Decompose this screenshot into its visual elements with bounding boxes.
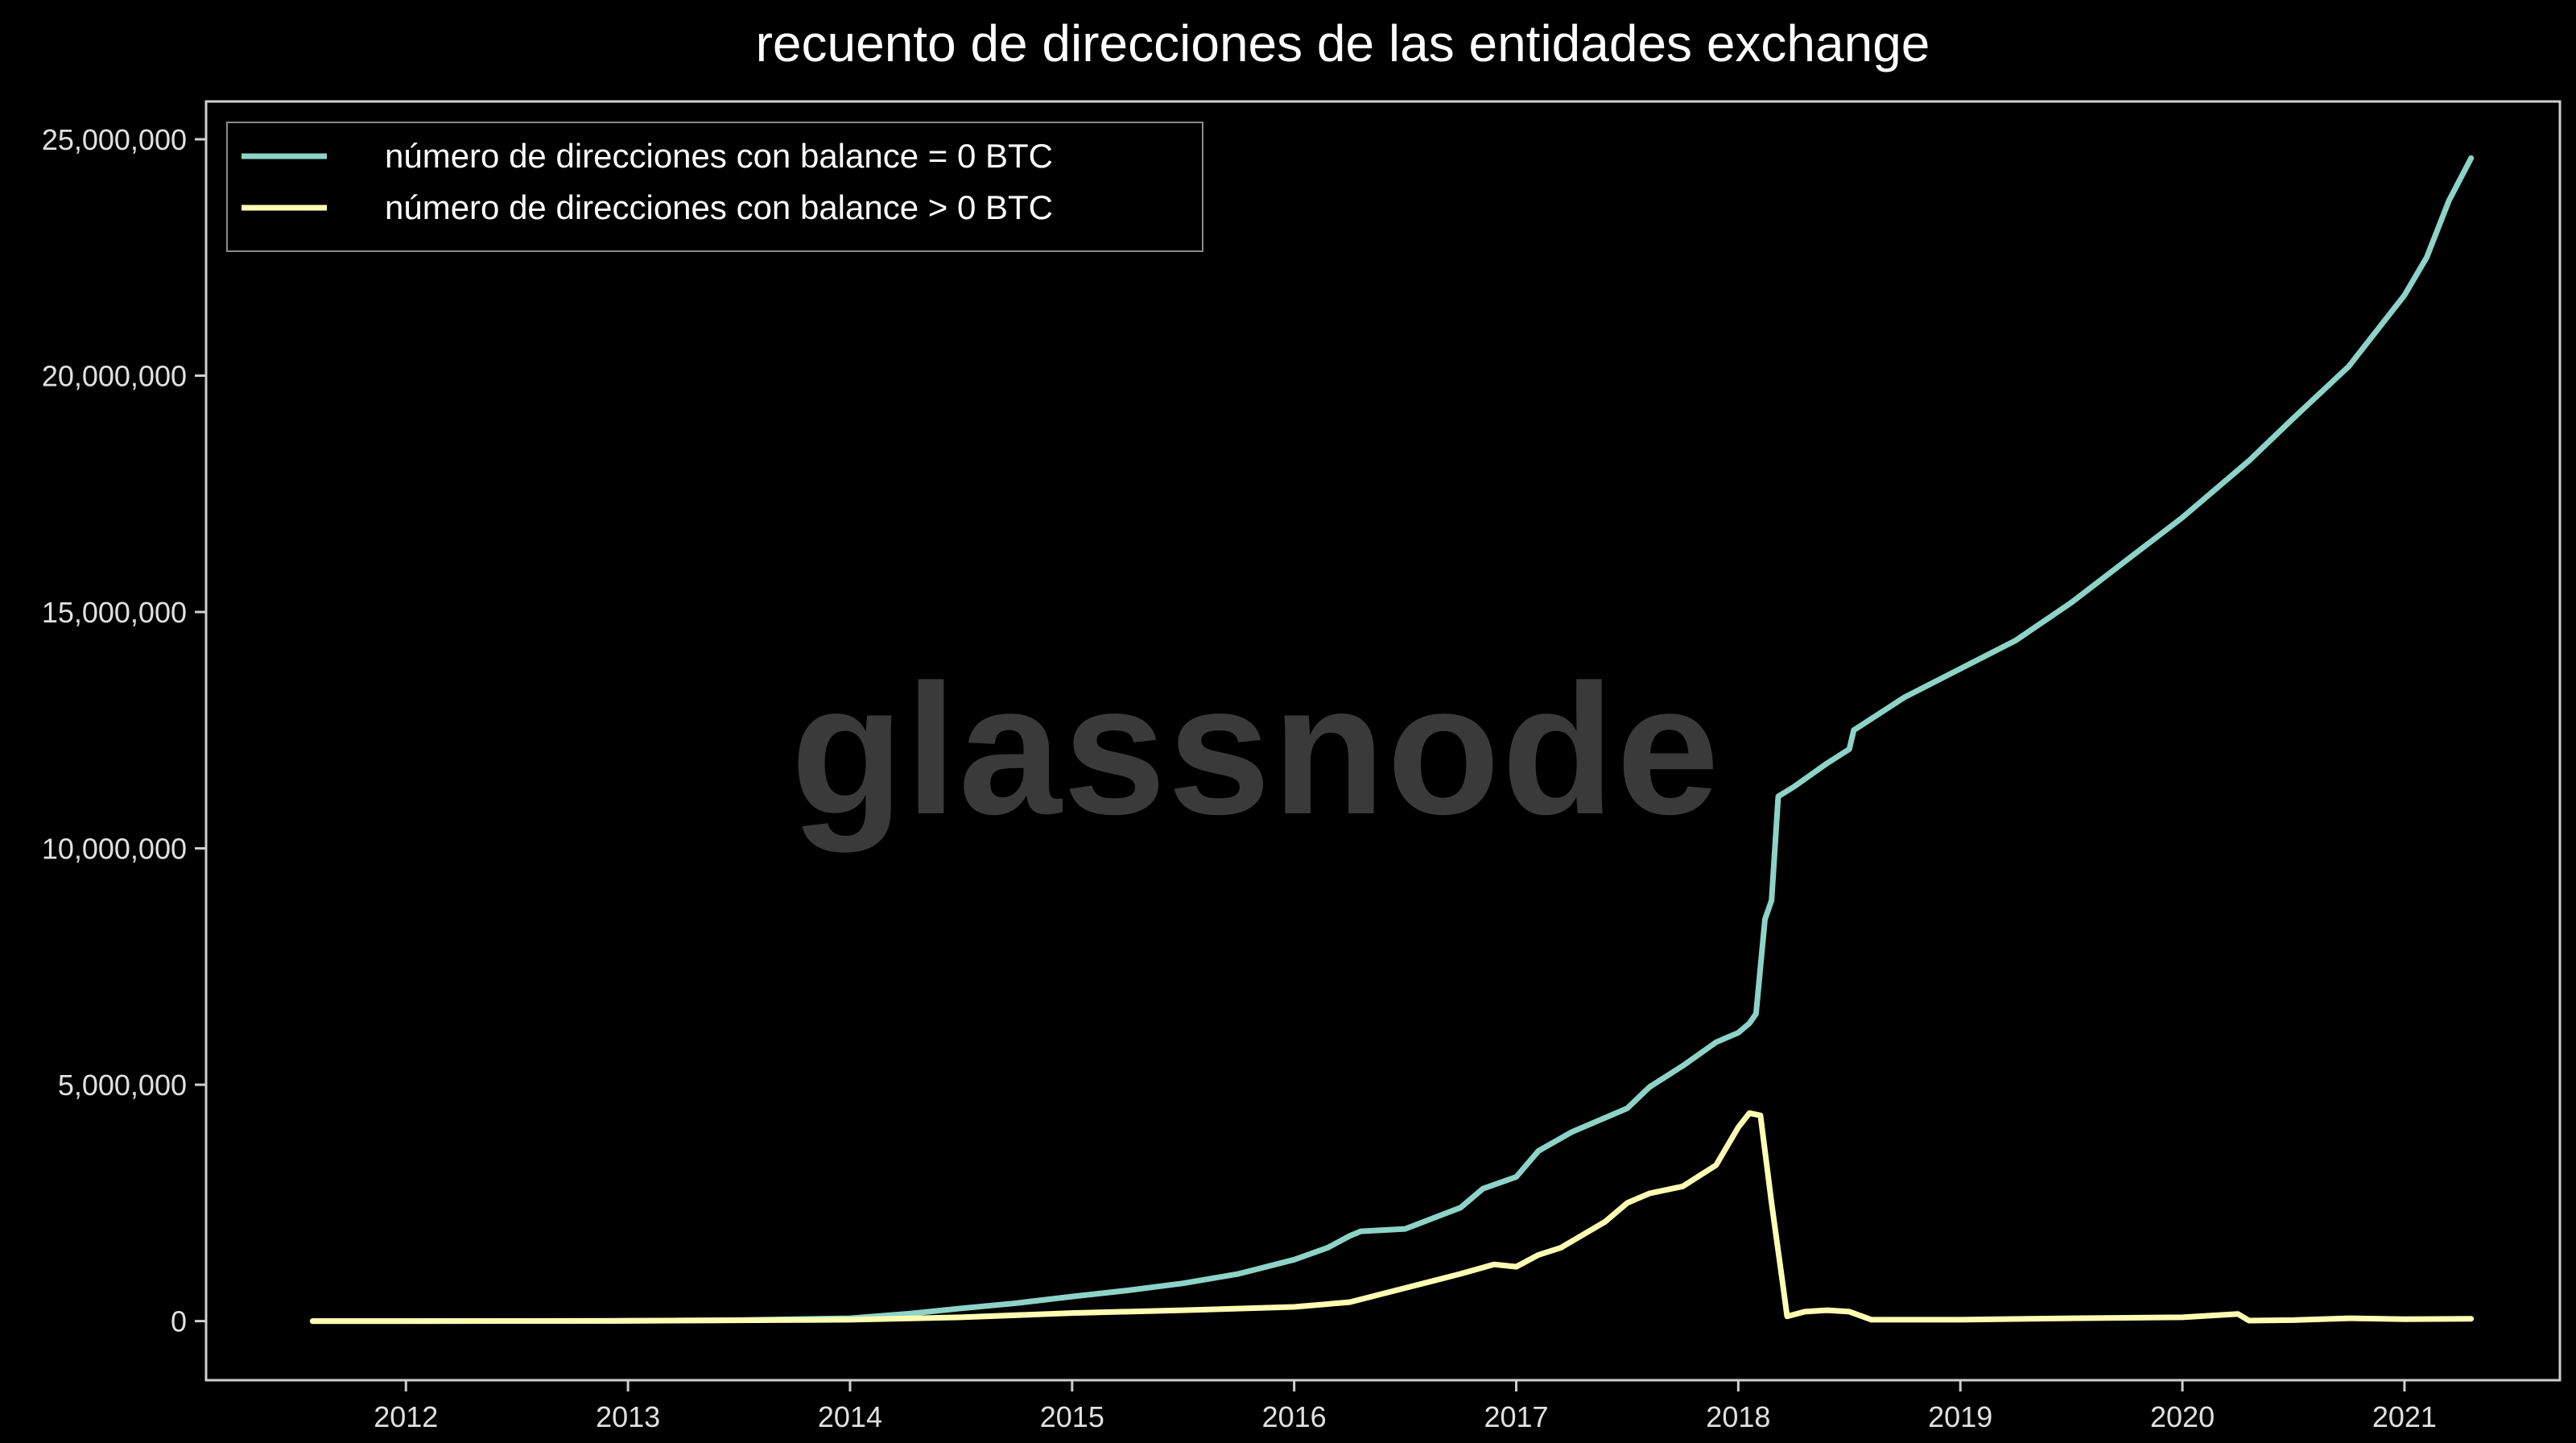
x-tick-label: 2016 bbox=[1262, 1400, 1327, 1433]
y-tick-label: 10,000,000 bbox=[42, 833, 187, 866]
x-tick-label: 2015 bbox=[1040, 1400, 1104, 1433]
plot-frame bbox=[204, 100, 2562, 1382]
y-tick-label: 0 bbox=[171, 1305, 187, 1338]
series-line-balance-zero bbox=[309, 155, 2475, 1325]
x-tick-label: 2021 bbox=[2372, 1400, 2437, 1433]
series-line-balance-positive bbox=[309, 1110, 2475, 1325]
legend-box bbox=[226, 122, 1203, 252]
x-tick-label: 2019 bbox=[1928, 1400, 1992, 1433]
y-tick-label: 25,000,000 bbox=[42, 123, 187, 156]
x-tick-label: 2020 bbox=[2150, 1400, 2215, 1433]
x-tick-label: 2012 bbox=[374, 1400, 438, 1433]
y-tick-label: 15,000,000 bbox=[42, 596, 187, 629]
x-tick-label: 2018 bbox=[1706, 1400, 1770, 1433]
legend-label-balance-zero: número de direcciones con balance = 0 BT… bbox=[385, 137, 1053, 175]
legend-label-balance-positive: número de direcciones con balance > 0 BT… bbox=[385, 188, 1053, 226]
y-tick-label: 5,000,000 bbox=[58, 1069, 187, 1102]
x-tick-label: 2014 bbox=[818, 1400, 882, 1433]
watermark: glassnode bbox=[791, 646, 1721, 853]
y-tick-label: 20,000,000 bbox=[42, 359, 187, 392]
x-tick-label: 2017 bbox=[1484, 1400, 1548, 1433]
x-tick-label: 2013 bbox=[596, 1400, 660, 1433]
chart-title: recuento de direcciones de las entidades… bbox=[756, 14, 1930, 72]
